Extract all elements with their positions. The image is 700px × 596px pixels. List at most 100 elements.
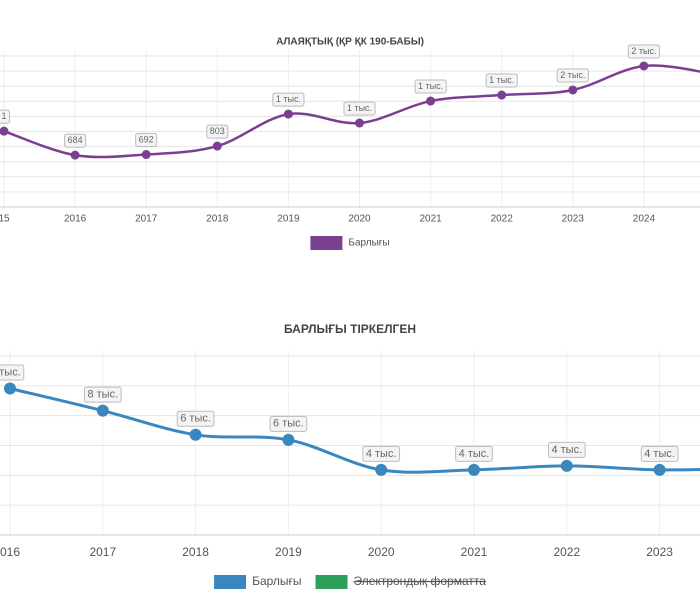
- value-label-text: 4 тыс.: [459, 448, 490, 460]
- value-label-text: тыс.: [0, 366, 21, 378]
- data-point: [212, 141, 222, 151]
- value-label-box: [343, 101, 376, 116]
- data-point: [96, 404, 109, 417]
- x-tick-label: 2017: [135, 214, 158, 225]
- legend-item: Барлығы: [310, 236, 390, 250]
- value-label-box: [556, 68, 589, 83]
- data-point: [426, 96, 436, 106]
- data-point: [141, 150, 151, 160]
- chart: БАРЛЫҒЫ ТІРКЕЛГЕН 016 2017 2018 2019 2020 2021…: [0, 322, 700, 589]
- x-tick-label: 2023: [562, 214, 585, 225]
- legend-item: Электрондық форматта: [315, 574, 487, 589]
- data-point: [568, 85, 578, 95]
- x-tick-label: 016: [0, 545, 20, 559]
- value-label-text: 4 тыс.: [551, 444, 582, 456]
- value-label-box: [485, 73, 518, 88]
- data-point: [4, 382, 16, 395]
- value-label: 1: [0, 109, 11, 124]
- value-label: 2 тыс.: [556, 68, 589, 83]
- data-point: [0, 126, 9, 136]
- value-label-text: 6 тыс.: [273, 418, 304, 430]
- value-label-text: 2 тыс.: [631, 46, 656, 56]
- x-tick-label: 2020: [368, 545, 395, 559]
- x-tick-label: 2024: [633, 214, 656, 225]
- value-label-box: [206, 124, 229, 139]
- value-label: 8 тыс.: [83, 386, 122, 403]
- x-tick-label: 2018: [206, 214, 229, 225]
- value-label-box: [414, 79, 447, 94]
- value-label: 4 тыс.: [362, 445, 401, 462]
- value-label: 6 тыс.: [269, 415, 308, 432]
- chart-title: АЛАЯҚТЫҚ (ҚР ҚК 190-БАБЫ): [276, 37, 424, 48]
- value-label-box: [64, 133, 87, 148]
- legend-label: Барлығы: [252, 574, 301, 588]
- value-label: тыс.: [0, 364, 25, 381]
- legend-swatch: [214, 575, 247, 589]
- value-label-text: 4 тыс.: [366, 448, 397, 460]
- value-label-text: 1 тыс.: [489, 75, 514, 85]
- value-label: 6 тыс.: [176, 410, 215, 427]
- x-tick-label: 2021: [419, 214, 442, 225]
- value-label-text: 1 тыс.: [276, 94, 301, 104]
- value-label: 803: [206, 124, 229, 139]
- legend-label: Электрондық форматта: [354, 574, 487, 588]
- value-label-text: 1: [1, 111, 6, 121]
- chart-title: БАРЛЫҒЫ ТІРКЕЛГЕН: [284, 322, 416, 336]
- x-tick-label: 2021: [461, 545, 488, 559]
- value-label-text: 4 тыс.: [644, 448, 675, 460]
- value-label-box: [176, 410, 215, 427]
- value-label-box: [0, 364, 25, 381]
- x-tick-label: 2016: [64, 214, 87, 225]
- x-tick-label: 2022: [553, 545, 580, 559]
- legend-label: Барлығы: [348, 238, 389, 249]
- x-tick-label: 2017: [89, 545, 116, 559]
- value-label-box: [269, 415, 308, 432]
- value-label-box: [135, 133, 158, 148]
- value-label-box: [272, 92, 305, 107]
- value-label-box: [455, 445, 493, 462]
- value-label-box: [547, 441, 586, 458]
- value-label-box: [640, 445, 679, 462]
- value-label-box: [627, 44, 660, 59]
- data-point: [70, 150, 80, 160]
- x-tick-label: 2019: [277, 214, 300, 225]
- value-label-box: [83, 386, 122, 403]
- x-tick-label: 15: [0, 214, 10, 225]
- value-label: 1 тыс.: [343, 101, 376, 116]
- value-label: 692: [135, 133, 158, 148]
- x-tick-label: 2023: [646, 545, 673, 559]
- value-label: 4 тыс.: [547, 441, 586, 458]
- data-point: [189, 428, 202, 441]
- data-point: [653, 463, 666, 476]
- legend-swatch: [310, 236, 343, 250]
- data-point: [375, 463, 388, 476]
- chart: АЛАЯҚТЫҚ (ҚР ҚК 190-БАБЫ) 15 2016 2017 2018 2…: [0, 37, 700, 250]
- data-point: [560, 459, 573, 472]
- value-label-text: 1 тыс.: [418, 81, 443, 91]
- legend-swatch: [315, 575, 348, 589]
- value-label-box: [0, 109, 11, 124]
- value-label: 2 тыс.: [627, 44, 660, 59]
- value-label: 1 тыс.: [414, 79, 447, 94]
- data-point: [639, 61, 649, 71]
- value-label: 4 тыс.: [455, 445, 493, 462]
- data-point: [282, 433, 295, 446]
- x-tick-label: 2019: [275, 545, 302, 559]
- value-label-box: [362, 445, 401, 462]
- data-point: [355, 118, 364, 128]
- value-label-text: 803: [210, 126, 225, 136]
- value-label-text: 684: [68, 135, 83, 145]
- data-point: [468, 463, 480, 476]
- x-tick-label: 2018: [182, 545, 209, 559]
- value-label: 4 тыс.: [640, 445, 679, 462]
- value-label-text: 8 тыс.: [87, 389, 118, 401]
- data-point: [497, 90, 507, 100]
- x-tick-label: 2020: [348, 214, 371, 225]
- x-tick-label: 2022: [491, 214, 514, 225]
- value-label-text: 1 тыс.: [347, 103, 372, 113]
- value-label: 684: [64, 133, 87, 148]
- value-label: 1 тыс.: [485, 73, 518, 88]
- value-label-text: 6 тыс.: [180, 413, 211, 425]
- legend-item: Барлығы: [214, 574, 302, 589]
